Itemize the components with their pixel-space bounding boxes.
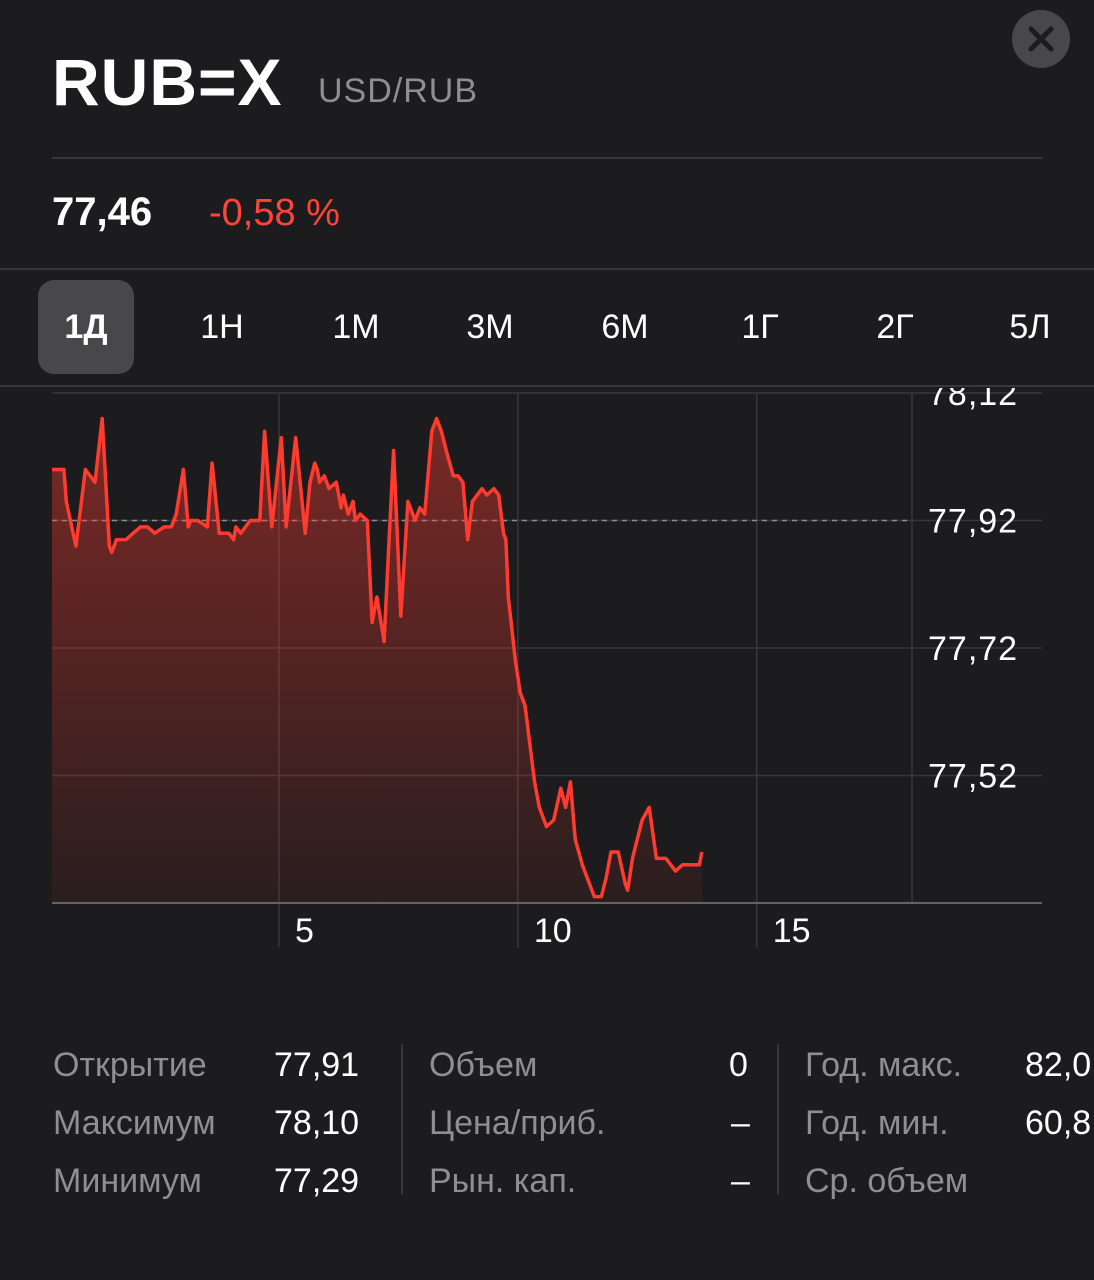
stat-value-high: 78,10 <box>274 1104 360 1142</box>
tab-1w[interactable]: 1Н <box>200 307 244 346</box>
stat-label-low: Минимум <box>53 1162 202 1200</box>
stat-label-avg-volume: Ср. объем <box>805 1162 969 1200</box>
price-change: -0,58 % <box>209 192 340 234</box>
stat-label-52w-high: Год. макс. <box>805 1046 963 1084</box>
price-chart[interactable]: 78,12 77,92 77,72 77,52 5 10 15 <box>0 388 1094 960</box>
tab-1d[interactable]: 1Д <box>38 280 134 374</box>
stat-label-open: Открытие <box>53 1046 207 1084</box>
tab-3m[interactable]: 3М <box>466 307 514 346</box>
tab-6m[interactable]: 6М <box>601 307 649 346</box>
range-tabs: 1Д 1Н 1М 3М 6М 1Г 2Г 5Л <box>38 280 1094 374</box>
close-icon <box>1028 26 1054 52</box>
close-button[interactable] <box>1012 10 1070 68</box>
price-area <box>52 418 702 903</box>
current-price: 77,46 <box>52 190 153 234</box>
y-tick-label: 78,12 <box>928 388 1018 413</box>
x-tick-label: 15 <box>773 912 811 950</box>
tab-1m[interactable]: 1М <box>332 307 380 346</box>
currency-pair: USD/RUB <box>318 72 479 110</box>
y-tick-label: 77,72 <box>928 630 1018 668</box>
stat-label-52w-low: Год. мин. <box>805 1104 949 1142</box>
stat-value-mktcap: – <box>731 1162 750 1200</box>
tab-1y[interactable]: 1Г <box>741 307 779 346</box>
stat-value-52w-high: 82,0 <box>1025 1046 1092 1084</box>
ticker-symbol: RUB=X <box>52 45 283 119</box>
stat-label-pe: Цена/приб. <box>429 1104 606 1142</box>
x-tick-label: 5 <box>295 912 314 950</box>
stat-label-volume: Объем <box>429 1046 538 1084</box>
tab-5y[interactable]: 5Л <box>1009 307 1051 346</box>
y-tick-label: 77,52 <box>928 758 1018 796</box>
x-tick-label: 10 <box>534 912 572 950</box>
column-divider <box>777 1044 779 1194</box>
y-tick-label: 77,92 <box>928 503 1018 541</box>
column-divider <box>401 1044 403 1194</box>
stat-value-pe: – <box>731 1104 750 1142</box>
stat-value-52w-low: 60,8 <box>1025 1104 1092 1142</box>
divider <box>0 385 1094 387</box>
stat-label-mktcap: Рын. кап. <box>429 1162 577 1200</box>
divider <box>0 268 1094 270</box>
stat-value-open: 77,91 <box>274 1046 360 1084</box>
stat-value-low: 77,29 <box>274 1162 360 1200</box>
stat-label-high: Максимум <box>53 1104 216 1142</box>
stat-value-volume: 0 <box>729 1046 748 1084</box>
tab-2y[interactable]: 2Г <box>876 307 914 346</box>
price-line <box>52 416 704 899</box>
divider <box>52 157 1042 159</box>
